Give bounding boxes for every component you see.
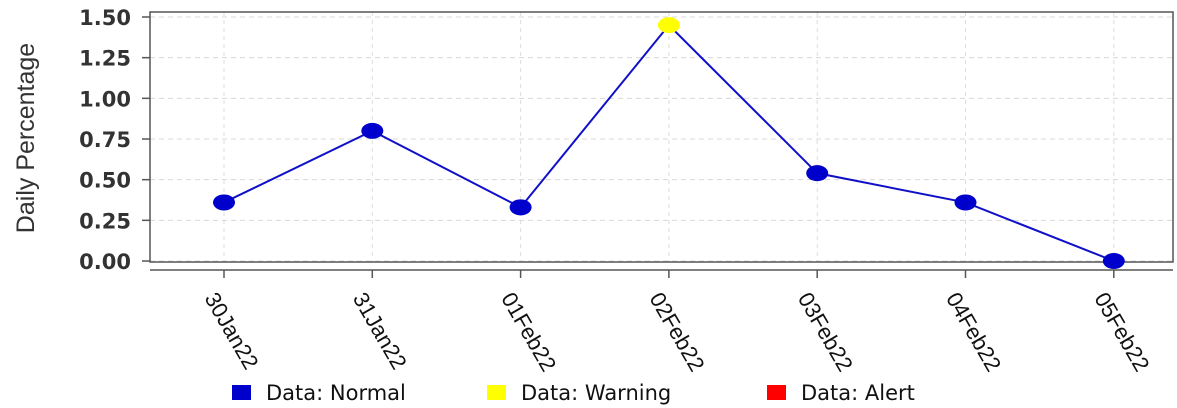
legend: Data: Normal Data: Warning Data: Alert (232, 381, 915, 405)
x-axis-ticks: 30Jan22 31Jan22 01Feb22 02Feb22 03Feb22 04Feb… (200, 270, 1155, 376)
data-point (806, 165, 829, 182)
data-points (213, 17, 1125, 269)
y-tick-label: 1.25 (79, 47, 131, 71)
y-axis-ticks: 0.00 0.25 0.50 0.75 1.00 1.25 1.50 (79, 6, 150, 274)
data-point (1102, 253, 1125, 269)
y-axis-label: Daily Percentage (12, 43, 40, 233)
data-point (657, 17, 680, 34)
data-point (509, 199, 532, 216)
grid-lines (150, 12, 1173, 262)
x-tick-label: 03Feb22 (793, 288, 858, 376)
x-tick-label: 02Feb22 (645, 288, 710, 376)
y-tick-label: 0.50 (79, 169, 131, 193)
legend-label: Data: Alert (801, 381, 915, 405)
x-tick-label: 31Jan22 (348, 288, 412, 374)
plot-frame (149, 11, 1174, 263)
y-tick-label: 0.75 (79, 128, 131, 152)
y-tick-label: 1.00 (79, 87, 131, 111)
x-tick-label: 05Feb22 (1089, 288, 1154, 376)
legend-label: Data: Normal (266, 381, 406, 405)
legend-swatch (767, 385, 786, 400)
x-tick-label: 04Feb22 (941, 288, 1006, 376)
y-tick-label: 0.00 (79, 250, 131, 274)
data-point (213, 194, 235, 211)
legend-label: Data: Warning (521, 381, 671, 405)
legend-swatch (487, 385, 506, 400)
legend-swatch (232, 385, 251, 400)
x-tick-label: 01Feb22 (496, 288, 561, 376)
data-point (954, 194, 977, 211)
x-tick-label: 30Jan22 (200, 288, 264, 374)
y-tick-label: 0.25 (79, 209, 131, 233)
data-point (361, 122, 384, 139)
y-tick-label: 1.50 (79, 6, 131, 30)
